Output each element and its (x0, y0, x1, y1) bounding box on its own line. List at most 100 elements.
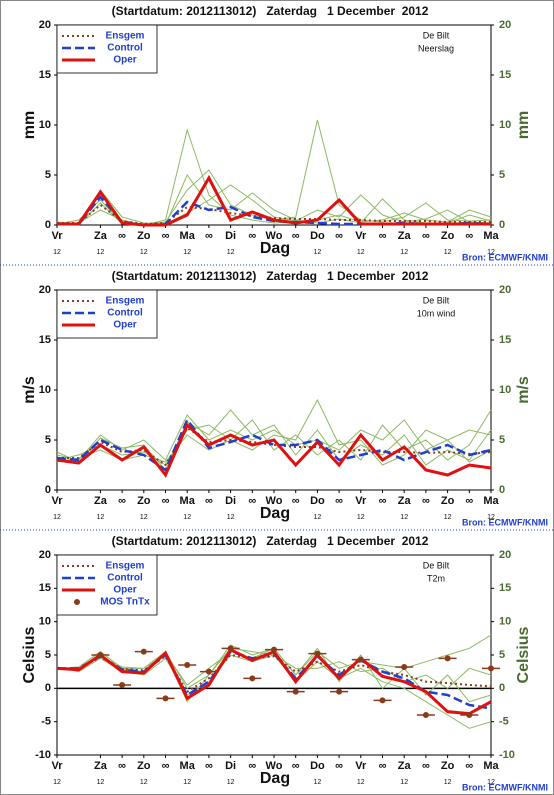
x-tick-label: ∞ (118, 495, 126, 507)
y2-tick-label: 5 (499, 649, 505, 661)
x-tick-label: ∞ (379, 230, 387, 242)
mos-point (249, 675, 256, 682)
legend-label: Oper (113, 55, 136, 66)
series-line (56, 422, 492, 478)
y-tick-label: 10 (39, 384, 51, 396)
station: De Bilt (423, 30, 450, 40)
parameter: Neerslag (418, 43, 454, 53)
x-tick-label: Vr (51, 760, 63, 772)
x-tick-label: Vr (355, 760, 367, 772)
x-tick-label: Ma (483, 760, 499, 772)
x-sublabel: 12 (357, 514, 365, 521)
source: Bron: ECMWF/KNMI (462, 782, 548, 792)
x-tick-label: ∞ (422, 495, 430, 507)
x-tick-label: Di (225, 495, 236, 507)
legend-label: Ensgem (106, 31, 145, 42)
x-tick-label: Za (94, 760, 108, 772)
y2-tick-label: 15 (499, 582, 511, 594)
x-tick-label: ∞ (465, 230, 473, 242)
x-axis-label: Dag (260, 505, 290, 522)
series-line (56, 417, 492, 472)
x-sublabel: 12 (227, 514, 235, 521)
mos-point (422, 712, 429, 718)
series-line (57, 203, 491, 226)
x-sublabel: 12 (357, 249, 365, 256)
x-tick-label: Vr (51, 495, 63, 507)
station: De Bilt (423, 295, 450, 305)
mos-point (205, 668, 212, 675)
y-tick-label: 5 (45, 649, 51, 661)
y2-tick-label: 0 (499, 219, 505, 231)
x-tick-label: Di (225, 230, 236, 242)
y2-tick-label: -5 (499, 716, 509, 728)
y-tick-label: 10 (39, 616, 51, 628)
mos-point (162, 695, 169, 702)
x-tick-label: ∞ (205, 230, 213, 242)
legend-box (56, 289, 158, 339)
legend-marker (74, 599, 80, 605)
x-tick-label: Ma (180, 760, 196, 772)
y2-tick-label: 20 (499, 19, 511, 31)
y-tick-label: 0 (45, 484, 51, 496)
y2-tick-label: -10 (499, 749, 515, 761)
mos-point (119, 682, 126, 688)
x-tick-label: ∞ (422, 230, 430, 242)
x-tick-label: Do (310, 760, 325, 772)
y2-axis-label: mm (515, 111, 532, 139)
y-tick-label: -5 (41, 716, 51, 728)
chart-title: (Startdatum: 2012113012) Zaterdag 1 Dece… (112, 269, 429, 283)
y-tick-label: 15 (39, 334, 51, 346)
x-tick-label: ∞ (379, 760, 387, 772)
x-sublabel: 12 (140, 249, 148, 256)
y2-tick-label: 20 (499, 549, 511, 561)
series-line (57, 426, 492, 467)
x-tick-label: Za (94, 230, 108, 242)
x-tick-label: Wo (266, 230, 283, 242)
x-tick-label: Vr (355, 230, 367, 242)
x-sublabel: 12 (97, 514, 105, 521)
mos-point (227, 645, 234, 652)
x-tick-label: ∞ (422, 760, 430, 772)
mos-point (444, 655, 451, 662)
series-line (56, 653, 492, 694)
legend-label: Ensgem (106, 561, 145, 572)
legend-box (56, 24, 158, 74)
x-tick-label: Ma (483, 230, 499, 242)
x-tick-label: ∞ (118, 230, 126, 242)
x-tick-label: ∞ (292, 760, 300, 772)
y2-axis-label: Celsius (515, 626, 532, 683)
x-sublabel: 12 (97, 779, 105, 786)
y2-tick-label: 0 (499, 682, 505, 694)
y2-tick-label: 5 (499, 169, 505, 181)
y-tick-label: 5 (45, 169, 51, 181)
y2-tick-label: 0 (499, 484, 505, 496)
legend-label: Oper (113, 585, 136, 596)
legend-label: Control (107, 43, 143, 54)
mos-point (292, 688, 299, 695)
member-line (56, 128, 492, 226)
x-sublabel: 12 (444, 779, 452, 786)
legend-label: Control (107, 573, 143, 584)
x-tick-label: Zo (137, 495, 151, 507)
x-tick-label: Di (225, 760, 236, 772)
x-sublabel: 12 (227, 779, 235, 786)
legend-label: Oper (113, 320, 136, 331)
x-tick-label: Zo (137, 230, 151, 242)
x-tick-label: Do (310, 495, 325, 507)
y2-tick-label: 10 (499, 119, 511, 131)
y2-tick-label: 15 (499, 334, 511, 346)
y-tick-label: 0 (45, 682, 51, 694)
x-tick-label: Vr (51, 230, 63, 242)
x-tick-label: ∞ (335, 495, 343, 507)
y-tick-label: 0 (45, 219, 51, 231)
x-sublabel: 12 (400, 779, 408, 786)
y2-tick-label: 20 (499, 284, 511, 296)
x-sublabel: 12 (487, 249, 495, 256)
x-tick-label: Vr (355, 495, 367, 507)
mos-point (488, 665, 494, 672)
mos-point (379, 697, 386, 704)
parameter: T2m (427, 573, 445, 583)
x-tick-label: ∞ (205, 495, 213, 507)
